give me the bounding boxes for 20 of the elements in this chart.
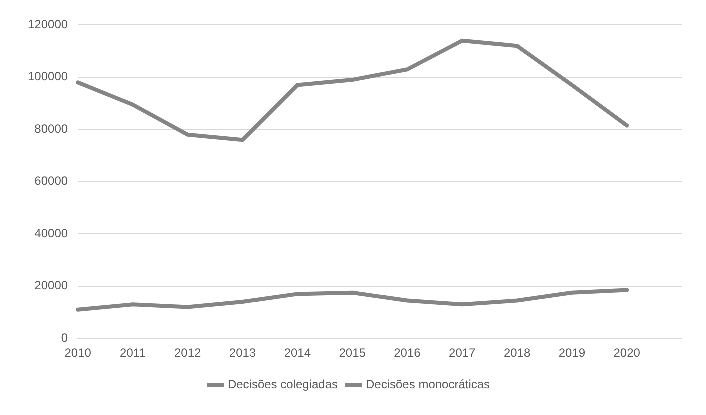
y-tick-label: 60000	[34, 174, 68, 188]
x-tick-label: 2017	[449, 346, 476, 360]
x-tick-label: 2018	[504, 346, 531, 360]
x-tick-label: 2011	[120, 346, 146, 360]
y-tick-label: 100000	[28, 70, 68, 84]
legend-label: Decisões colegiadas	[228, 377, 338, 392]
x-tick-label: 2015	[339, 346, 366, 360]
y-tick-label: 0	[61, 330, 68, 345]
x-tick-label: 2010	[64, 346, 92, 360]
x-tick-label: 2014	[284, 346, 312, 360]
x-tick-label: 2012	[174, 346, 202, 360]
y-tick-label: 80000	[34, 122, 68, 136]
x-tick-label: 2020	[614, 346, 641, 360]
y-tick-label: 120000	[28, 18, 68, 32]
y-tick-label: 20000	[34, 278, 68, 293]
x-tick-label: 2016	[394, 346, 422, 360]
legend-label: Decisões monocráticas	[366, 377, 490, 392]
x-tick-label: 2013	[229, 346, 256, 360]
y-tick-label: 40000	[34, 226, 68, 240]
x-tick-label: 2019	[558, 346, 586, 360]
